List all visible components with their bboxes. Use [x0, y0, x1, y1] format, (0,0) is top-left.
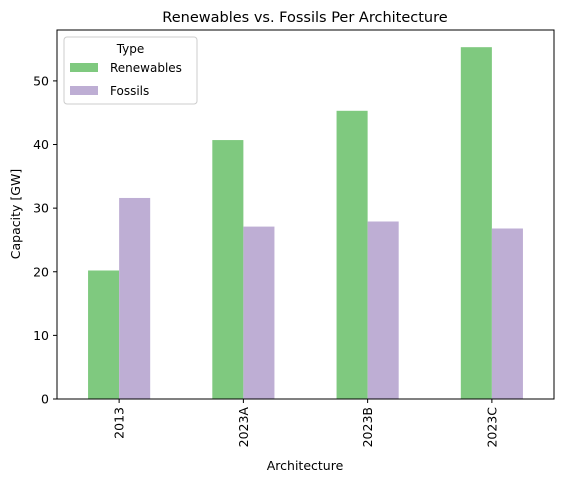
bar-fossils-2013 — [119, 197, 151, 399]
bar-renewables-2023a — [212, 140, 244, 400]
y-tick-label: 50 — [33, 73, 49, 88]
y-axis-label: Capacity [GW] — [8, 169, 23, 259]
x-tick-label: 2023C — [484, 407, 499, 448]
y-tick-label: 30 — [33, 201, 49, 216]
x-tick-label: 2023B — [360, 407, 375, 447]
x-axis: 2013 2023A 2023B 2023C — [112, 399, 499, 448]
bar-renewables-2013 — [88, 270, 120, 399]
bar-renewables-2023c — [460, 47, 492, 400]
bar-fossils-2023a — [243, 226, 275, 399]
chart-title: Renewables vs. Fossils Per Architecture — [162, 10, 447, 26]
y-tick-label: 40 — [33, 137, 49, 152]
legend-swatch-fossils — [70, 86, 98, 95]
y-tick-label: 20 — [33, 264, 49, 279]
legend-label-renewables: Renewables — [110, 61, 182, 75]
x-tick-label: 2023A — [236, 407, 251, 448]
y-tick-label: 0 — [41, 392, 49, 407]
legend-swatch-renewables — [70, 63, 98, 72]
legend: Type Renewables Fossils — [63, 36, 198, 105]
bar-fossils-2023b — [367, 221, 399, 399]
legend-label-fossils: Fossils — [110, 84, 149, 98]
y-axis: 0 10 20 30 40 50 — [33, 73, 57, 407]
y-tick-label: 10 — [33, 328, 49, 343]
x-axis-label: Architecture — [267, 458, 344, 473]
bar-renewables-2023b — [336, 110, 368, 399]
x-tick-label: 2013 — [112, 407, 127, 439]
bar-fossils-2023c — [491, 228, 523, 399]
legend-title: Type — [116, 42, 145, 56]
plot-frame — [56, 29, 555, 400]
bars-layer — [88, 47, 523, 400]
